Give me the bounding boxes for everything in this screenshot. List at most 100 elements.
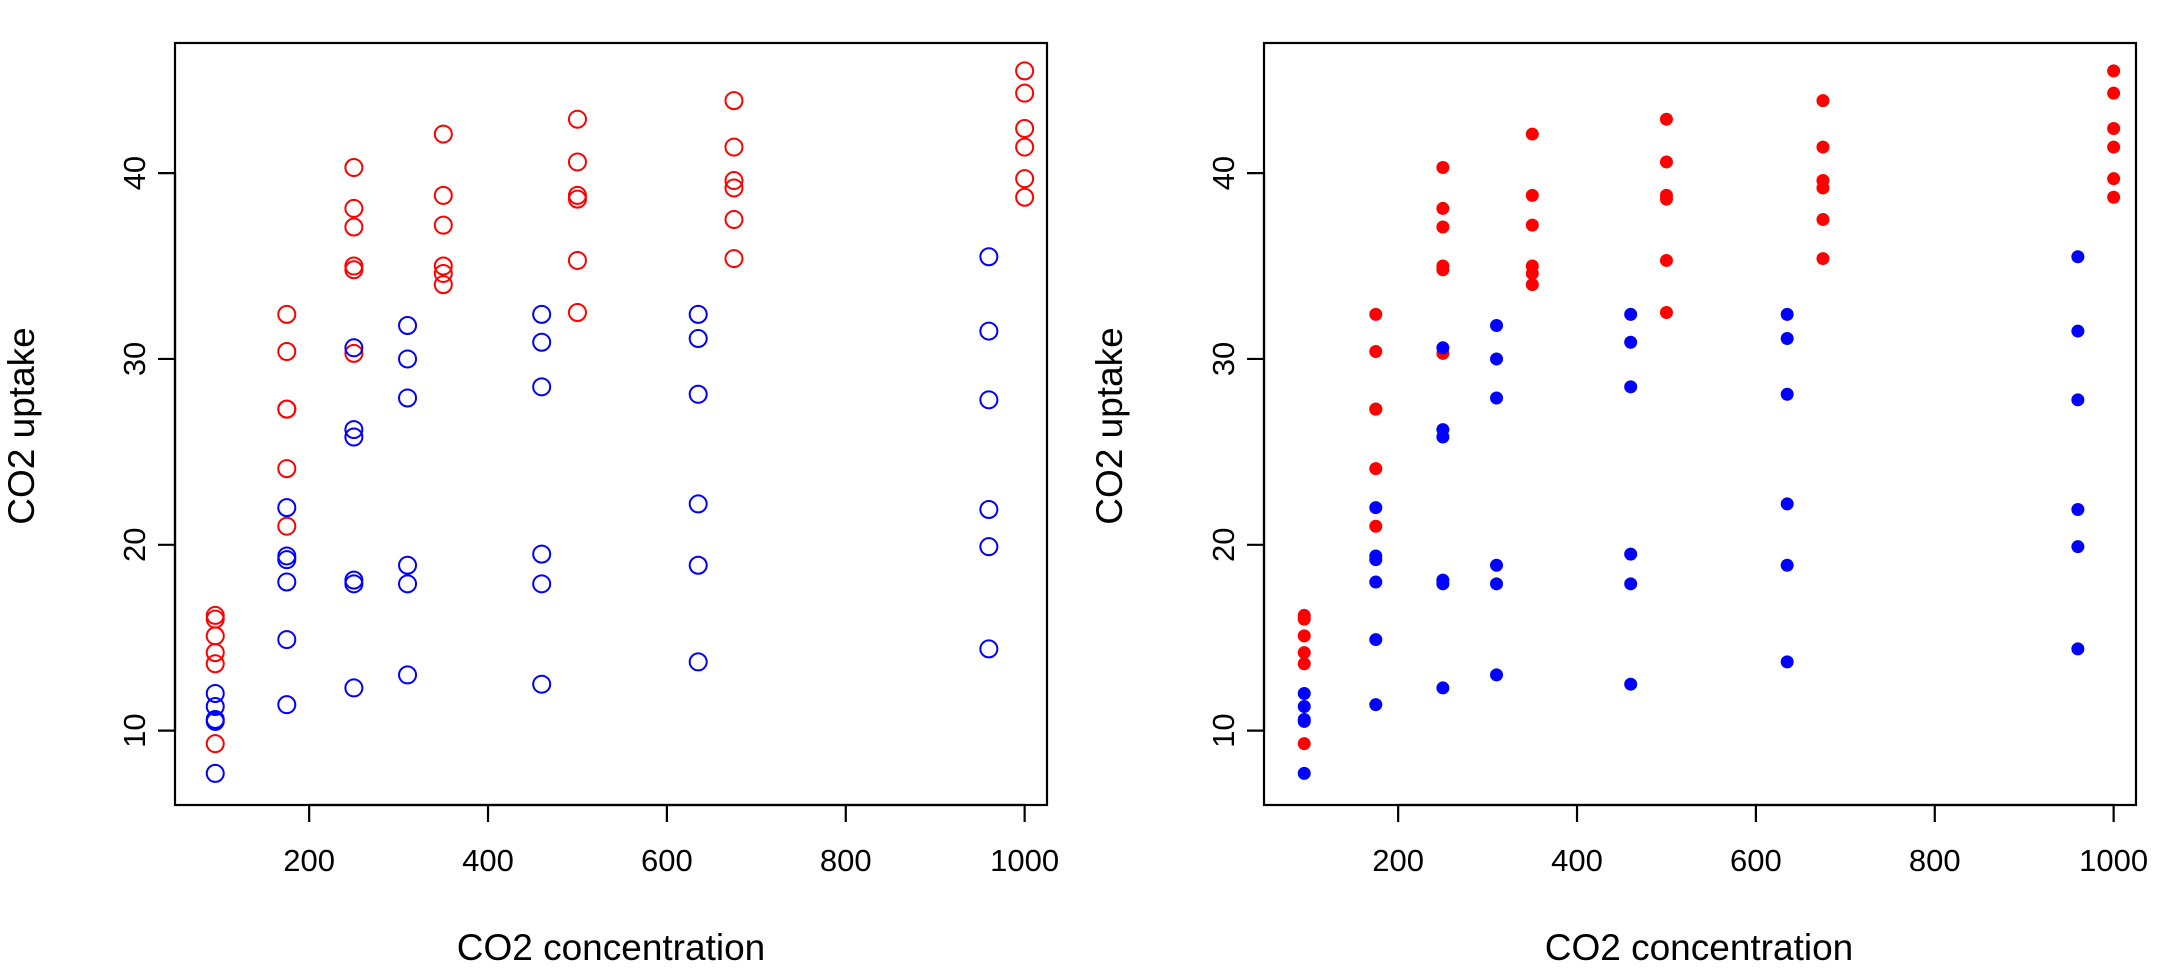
data-point (1525, 218, 1539, 232)
data-point (979, 390, 999, 410)
data-point (344, 427, 364, 447)
data-point (277, 695, 297, 715)
data-point (567, 109, 587, 129)
data-point (1369, 519, 1383, 533)
data-point (344, 420, 364, 440)
left-scatter-panel: CO2 concentration CO2 uptake 200 400 600 80… (1, 41, 1059, 968)
x-tick-label: 1000 (990, 843, 1059, 878)
plot-frame (173, 41, 1049, 807)
x-tick-label: 800 (820, 843, 872, 878)
data-point (398, 315, 418, 335)
x-axis-title: CO2 concentration (1545, 927, 1854, 968)
data-point (1015, 169, 1035, 189)
data-point (2107, 140, 2121, 154)
data-point (2107, 190, 2121, 204)
data-point (1436, 577, 1450, 591)
data-point (1297, 646, 1311, 660)
data-point (1780, 655, 1794, 669)
data-point (1436, 430, 1450, 444)
y-tick-label: 10 (117, 713, 152, 747)
data-point (1015, 187, 1035, 207)
data-point (1369, 345, 1383, 359)
data-point (1816, 140, 1830, 154)
x-axis-title: CO2 concentration (457, 927, 766, 968)
data-point (1816, 252, 1830, 266)
data-point (1369, 553, 1383, 567)
data-point (1297, 737, 1311, 751)
data-point (1490, 318, 1504, 332)
data-point (1297, 629, 1311, 643)
data-point (344, 198, 364, 218)
data-point (567, 189, 587, 209)
data-point (433, 124, 453, 144)
data-point (1780, 332, 1794, 346)
data-point (724, 210, 744, 230)
data-point (1780, 307, 1794, 321)
data-point (277, 498, 297, 518)
data-point (277, 550, 297, 570)
data-point (1369, 575, 1383, 589)
data-point (688, 494, 708, 514)
data-point (1816, 94, 1830, 108)
data-point (1624, 307, 1638, 321)
data-point (398, 388, 418, 408)
data-point (1015, 137, 1035, 157)
data-point (1297, 699, 1311, 713)
data-point (398, 574, 418, 594)
data-point (1297, 766, 1311, 780)
data-point (979, 247, 999, 267)
data-point (205, 609, 225, 629)
data-point (979, 639, 999, 659)
data-point (277, 342, 297, 362)
data-point (2107, 121, 2121, 135)
data-point (398, 555, 418, 575)
data-point (277, 572, 297, 592)
data-point (344, 158, 364, 178)
data-point (277, 304, 297, 324)
data-point (2107, 86, 2121, 100)
x-tick-label: 400 (462, 843, 514, 878)
data-point (532, 544, 552, 564)
data-point (979, 321, 999, 341)
y-tick-label: 10 (1206, 713, 1241, 747)
x-tick-label: 1000 (2079, 843, 2148, 878)
data-point (1490, 352, 1504, 366)
data-point (1436, 259, 1450, 273)
data-point (277, 459, 297, 479)
data-point (1490, 391, 1504, 405)
data-point (1659, 305, 1673, 319)
data-point (344, 678, 364, 698)
data-point (277, 399, 297, 419)
data-point (2107, 172, 2121, 186)
data-point (344, 574, 364, 594)
data-point (1780, 387, 1794, 401)
data-point (1490, 668, 1504, 682)
data-point (2071, 502, 2085, 516)
data-point (1297, 714, 1311, 728)
data-point (344, 570, 364, 590)
data-point (205, 654, 225, 674)
data-point (688, 652, 708, 672)
data-point (277, 630, 297, 650)
data-point (688, 384, 708, 404)
data-point (1816, 213, 1830, 227)
data-point (1436, 220, 1450, 234)
data-point (1436, 681, 1450, 695)
x-tick-label: 400 (1551, 843, 1603, 878)
plot-frame (1262, 41, 2138, 807)
data-point (277, 546, 297, 566)
data-point (2107, 64, 2121, 78)
data-point (1015, 61, 1035, 81)
data-point (2071, 324, 2085, 338)
data-point (724, 91, 744, 111)
data-point (398, 665, 418, 685)
data-point (567, 302, 587, 322)
data-point (1369, 462, 1383, 476)
data-point (2071, 393, 2085, 407)
data-point (724, 171, 744, 191)
data-point (344, 260, 364, 280)
data-point (567, 185, 587, 205)
data-point (433, 263, 453, 283)
